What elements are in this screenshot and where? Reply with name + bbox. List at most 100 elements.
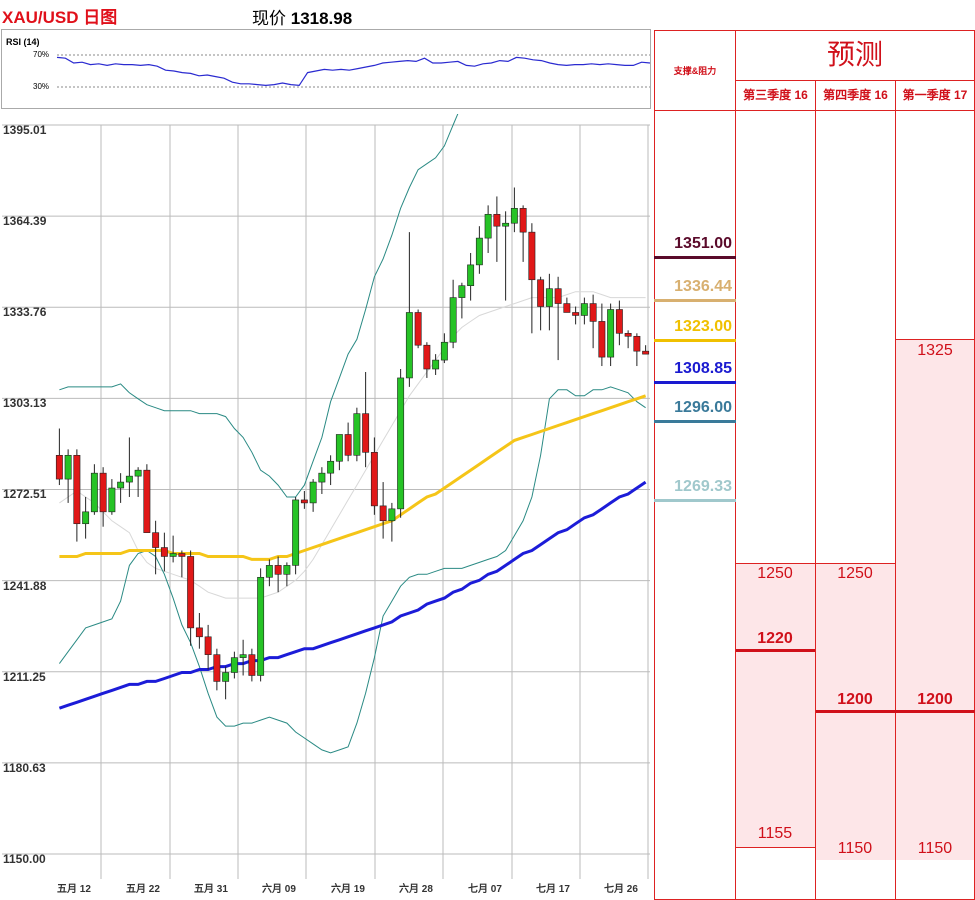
candle-body <box>458 285 466 298</box>
q1-range <box>896 339 974 860</box>
candle-body <box>99 472 107 513</box>
rsi-30-label: 30% <box>33 82 50 91</box>
candle-body <box>432 359 440 370</box>
x-tick-label: 七月 26 <box>604 884 638 895</box>
q1-high: 1325 <box>917 342 953 359</box>
candle-body <box>519 208 527 233</box>
level-line <box>654 255 736 259</box>
x-tick-label: 七月 07 <box>468 884 502 895</box>
candle-body <box>152 532 160 548</box>
candle-body <box>633 335 641 352</box>
candle-body <box>642 350 650 355</box>
candle-body <box>125 475 133 483</box>
candle-body <box>449 297 457 343</box>
candle-body <box>239 654 247 658</box>
chart-title: XAU/USD 日图 <box>2 8 118 27</box>
x-tick-label: 六月 19 <box>331 884 365 895</box>
candle-body <box>318 472 326 483</box>
rsi-plot <box>56 54 650 88</box>
candle-body <box>537 279 545 307</box>
candle-body <box>292 499 300 566</box>
y-tick-label: 1333.76 <box>3 305 47 320</box>
x-tick-label: 五月 22 <box>126 884 160 895</box>
candle-body <box>134 469 142 477</box>
q3-range <box>736 563 815 848</box>
q1-header: 第一季度 17 <box>902 88 968 102</box>
forecast-panel: 支撑&阻力 预测 第三季度 16 第四季度 16 第一季度 17 1250 12… <box>654 30 975 900</box>
x-tick-label: 六月 28 <box>399 884 433 895</box>
x-tick-label: 五月 12 <box>57 884 91 895</box>
candle-body <box>309 481 317 504</box>
candle-body <box>370 452 378 507</box>
y-tick-label: 1272.51 <box>3 487 47 502</box>
candle-body <box>414 312 422 346</box>
candle-body <box>493 213 501 227</box>
rsi-line <box>56 56 650 87</box>
candle-body <box>484 213 492 239</box>
q3-header-cell: 第三季度 16 <box>735 80 816 111</box>
candle-body <box>327 460 335 474</box>
q1-low: 1150 <box>917 840 953 857</box>
level-line <box>654 381 736 385</box>
moving-average-long-line <box>58 480 647 710</box>
candle-body <box>230 657 238 673</box>
levels-header: 支撑&阻力 <box>673 66 717 76</box>
candle-body <box>615 309 623 334</box>
current-price: 现价 1318.98 <box>252 4 352 29</box>
bollinger-lower-line <box>58 386 646 754</box>
candle-body <box>467 264 475 287</box>
candle-body <box>283 565 291 575</box>
candle-body <box>607 309 615 358</box>
level-line <box>654 498 736 502</box>
candle-body <box>55 454 63 480</box>
candle-body <box>405 312 413 379</box>
candle-body <box>335 434 343 462</box>
level-value: 1269.33 <box>674 477 732 495</box>
level-value: 1308.85 <box>674 360 732 378</box>
candle-body <box>248 654 256 676</box>
level-line <box>654 339 736 343</box>
q1-header-cell: 第一季度 17 <box>895 80 975 111</box>
q1-mid: 1200 <box>917 691 953 708</box>
level-value: 1336.44 <box>674 278 732 296</box>
q4-header-cell: 第四季度 16 <box>815 80 896 111</box>
candle-body <box>362 413 370 453</box>
current-price-label: 现价 <box>252 9 286 28</box>
candle-body <box>554 288 562 304</box>
y-tick-label: 1241.88 <box>3 578 47 593</box>
level-value: 1323.00 <box>674 318 732 336</box>
candle-body <box>204 636 212 655</box>
candle-body <box>187 556 195 629</box>
candle-body <box>160 547 168 557</box>
current-price-value: 1318.98 <box>290 9 353 28</box>
candle-body <box>178 553 186 557</box>
moving-average-mid-line <box>59 394 647 561</box>
levels-header-cell: 支撑&阻力 <box>654 30 736 111</box>
candle-body <box>82 511 90 525</box>
q3-header: 第三季度 16 <box>743 88 808 102</box>
q3-low: 1155 <box>757 825 793 842</box>
rsi-label: RSI (14) <box>6 37 40 47</box>
candle-body <box>73 454 81 525</box>
price-chart <box>2 114 650 879</box>
candle-body <box>64 454 72 480</box>
q4-mid: 1200 <box>837 691 873 708</box>
candle-body <box>502 222 510 227</box>
candle-body <box>528 231 536 281</box>
level-value: 1296.00 <box>674 398 732 416</box>
q3-mid: 1220 <box>757 630 793 647</box>
candle-body <box>379 505 387 522</box>
level-line <box>654 419 736 423</box>
candle-body <box>440 341 448 361</box>
bollinger-upper-line <box>59 114 459 498</box>
q3-high: 1250 <box>757 565 793 582</box>
candle-body <box>598 321 606 358</box>
level-line <box>654 299 736 303</box>
candle-body <box>624 333 632 337</box>
candle-body <box>475 237 483 266</box>
x-tick-label: 五月 31 <box>194 884 228 895</box>
candle-body <box>510 208 518 224</box>
q4-high: 1250 <box>837 565 873 582</box>
candle-body <box>388 508 396 522</box>
y-tick-label: 1303.13 <box>3 396 47 411</box>
